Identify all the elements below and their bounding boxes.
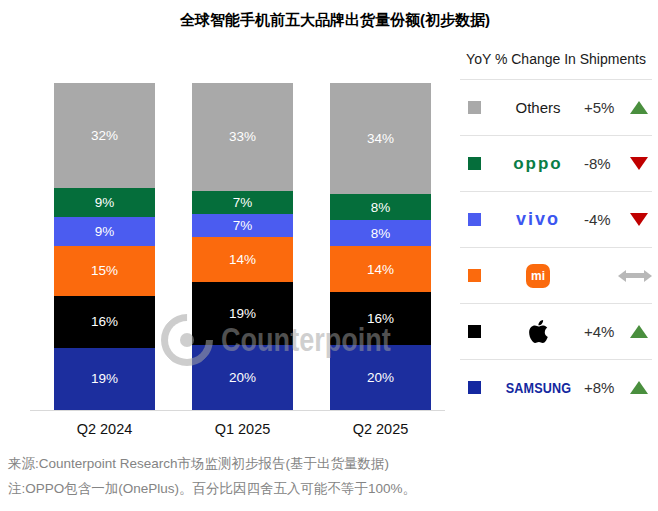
stacked-bar-q2-2025: 34% 8% 8% 14% 16% 20% (330, 83, 431, 410)
vivo-swatch (468, 213, 481, 226)
segment-value-label: 8% (371, 200, 391, 215)
legend-row-others: Others +5% (460, 79, 652, 135)
trend-down-icon (630, 213, 648, 226)
segment-value-label: 9% (95, 195, 115, 210)
segment-value-label: 34% (367, 131, 394, 146)
bar-segment-xiaomi: 14% (330, 246, 431, 292)
bar-segment-oppo: 7% (192, 191, 293, 214)
legend-header: YoY % Change In Shipments (460, 48, 652, 79)
segment-value-label: 32% (91, 128, 118, 143)
segment-value-label: 8% (371, 226, 391, 241)
segment-value-label: 9% (95, 224, 115, 239)
others-wordmark: Others (515, 99, 560, 116)
bar-segment-others: 34% (330, 83, 431, 194)
segment-value-label: 20% (367, 370, 394, 385)
bar-segment-vivo: 8% (330, 220, 431, 246)
note-line: 注:OPPO包含一加(OnePlus)。百分比因四舍五入可能不等于100%。 (8, 476, 416, 501)
x-axis-label: Q1 2025 (192, 421, 293, 437)
others-yoy-change: +5% (584, 99, 626, 116)
segment-value-label: 19% (229, 306, 256, 321)
apple-icon (529, 320, 548, 343)
bar-segment-xiaomi: 14% (192, 237, 293, 283)
trend-down-icon (630, 157, 648, 170)
segment-value-label: 15% (91, 263, 118, 278)
apple-swatch (468, 325, 481, 338)
legend-row-samsung: SAMSUNG +8% (460, 359, 652, 415)
bar-segment-vivo: 7% (192, 214, 293, 237)
oppo-wordmark: oppo (513, 154, 563, 174)
legend-row-xiaomi: mi (460, 247, 652, 303)
yoy-legend: YoY % Change In Shipments Others +5% oppo -… (460, 48, 652, 415)
trend-up-icon (630, 101, 648, 114)
legend-row-apple: +4% (460, 303, 652, 359)
stacked-bar-q1-2025: 33% 7% 7% 14% 19% 20% (192, 83, 293, 410)
footer-notes: 来源:Counterpoint Research市场监测初步报告(基于出货量数据… (8, 451, 416, 501)
samsung-yoy-change: +8% (584, 379, 626, 396)
segment-value-label: 16% (91, 314, 118, 329)
bar-segment-vivo: 9% (54, 217, 155, 246)
bar-segment-samsung: 20% (330, 345, 431, 410)
stacked-bar-q2-2024: 32% 9% 9% 15% 16% 19% (54, 83, 155, 410)
xiaomi-swatch (468, 269, 481, 282)
stacked-bar-chart: Counterpoint 32%9%9%15%16%19%33%7%7%14%1… (30, 83, 445, 411)
trend-up-icon (630, 381, 648, 394)
segment-value-label: 16% (367, 311, 394, 326)
xiaomi-logo: mi (492, 264, 584, 288)
segment-value-label: 14% (367, 262, 394, 277)
xiaomi-wordmark: mi (526, 264, 550, 288)
others-logo: Others (492, 99, 584, 116)
bar-segment-apple: 16% (330, 292, 431, 344)
bar-segment-samsung: 20% (192, 345, 293, 410)
segment-value-label: 19% (91, 371, 118, 386)
apple-logo (492, 320, 584, 343)
samsung-swatch (468, 381, 481, 394)
bar-segment-apple: 19% (192, 282, 293, 344)
trend-up-icon (630, 325, 648, 338)
segment-value-label: 33% (229, 129, 256, 144)
bar-segment-xiaomi: 15% (54, 246, 155, 295)
trend-flat-icon (618, 270, 652, 282)
oppo-swatch (468, 157, 481, 170)
bar-segment-apple: 16% (54, 296, 155, 348)
bar-segment-others: 32% (54, 83, 155, 188)
bar-segment-samsung: 19% (54, 348, 155, 410)
samsung-logo: SAMSUNG (492, 380, 584, 396)
bar-segment-oppo: 8% (330, 194, 431, 220)
bar-segment-oppo: 9% (54, 188, 155, 217)
x-axis-label: Q2 2024 (54, 421, 155, 437)
others-swatch (468, 101, 481, 114)
oppo-logo: oppo (492, 154, 584, 174)
vivo-yoy-change: -4% (584, 211, 626, 228)
segment-value-label: 7% (233, 195, 253, 210)
x-axis-label: Q2 2025 (330, 421, 431, 437)
report-page: 全球智能手机前五大品牌出货量份额(初步数据) Counterpoint 32%9… (0, 0, 658, 511)
oppo-yoy-change: -8% (584, 155, 626, 172)
samsung-wordmark: SAMSUNG (505, 380, 571, 396)
chart-title: 全球智能手机前五大品牌出货量份额(初步数据) (30, 11, 640, 30)
legend-row-vivo: vivo -4% (460, 191, 652, 247)
vivo-logo: vivo (492, 209, 584, 230)
vivo-wordmark: vivo (516, 209, 560, 230)
legend-row-oppo: oppo -8% (460, 135, 652, 191)
bar-segment-others: 33% (192, 83, 293, 191)
segment-value-label: 14% (229, 252, 256, 267)
segment-value-label: 7% (233, 218, 253, 233)
segment-value-label: 20% (229, 370, 256, 385)
apple-yoy-change: +4% (584, 323, 626, 340)
source-line: 来源:Counterpoint Research市场监测初步报告(基于出货量数据… (8, 451, 416, 476)
